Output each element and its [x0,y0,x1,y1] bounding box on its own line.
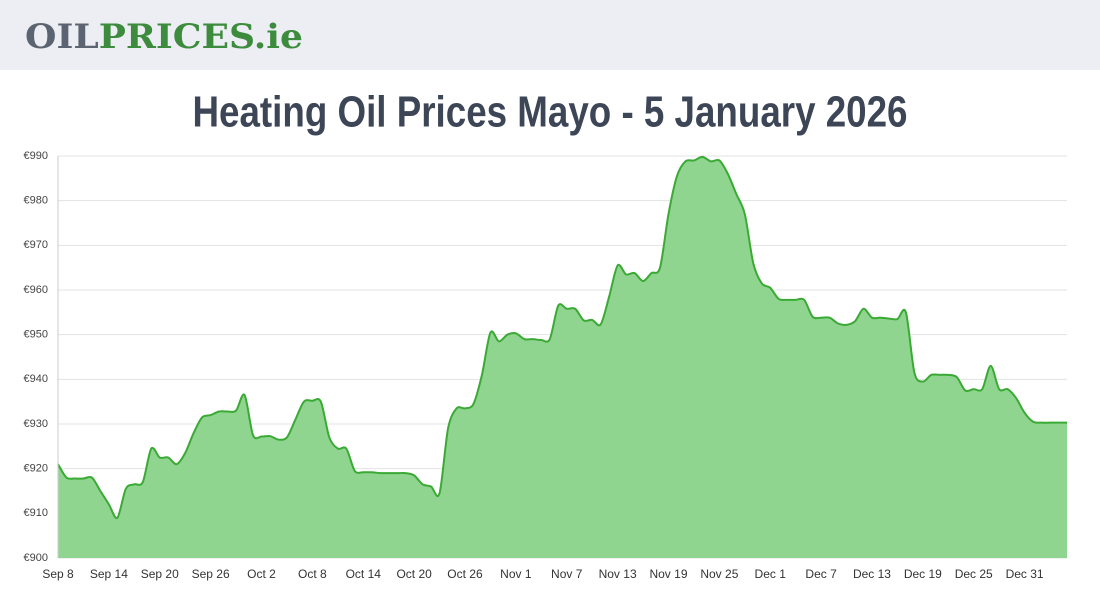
y-tick-label: €960 [24,284,48,296]
y-tick-label: €920 [24,463,48,475]
x-tick-label: Dec 1 [755,567,787,581]
x-tick-label: Sep 14 [90,567,128,581]
x-tick-label: Dec 19 [904,567,942,581]
x-tick-label: Nov 19 [649,567,687,581]
chart-title: Heating Oil Prices Mayo - 5 January 2026 [193,88,908,137]
logo-part[interactable]: OIL [25,17,99,57]
y-tick-label: €970 [24,239,48,251]
x-tick-label: Oct 2 [247,567,276,581]
logo[interactable]: OIL PRICES.ie [25,17,303,57]
x-tick-label: Sep 26 [192,567,230,581]
x-tick-label: Oct 8 [298,567,327,581]
logo-part[interactable]: PRICES.ie [99,17,303,57]
x-tick-label: Oct 14 [346,567,382,581]
x-tick-label: Sep 8 [42,567,74,581]
x-tick-label: Nov 25 [700,567,738,581]
y-tick-label: €900 [24,552,48,564]
line [57,155,1067,520]
y-tick-label: €990 [24,150,48,162]
y-tick-label: €980 [24,195,48,207]
y-tick-label: €910 [24,507,48,519]
x-tick-label: Dec 13 [853,567,891,581]
y-tick-label: €930 [24,418,48,430]
x-tick-label: Nov 1 [500,567,532,581]
x-tick-label: Oct 20 [396,567,432,581]
x-tick-label: Dec 7 [805,567,837,581]
x-tick-label: Nov 13 [599,567,637,581]
y-tick-label: €950 [24,329,48,341]
area [58,156,1067,558]
x-tick-label: Dec 31 [1006,567,1044,581]
header-bar [0,0,1100,70]
x-tick-label: Dec 25 [955,567,993,581]
y-tick-label: €940 [24,373,48,385]
x-tick-label: Nov 7 [551,567,583,581]
x-tick-label: Sep 20 [141,567,179,581]
x-tick-label: Oct 26 [447,567,483,581]
